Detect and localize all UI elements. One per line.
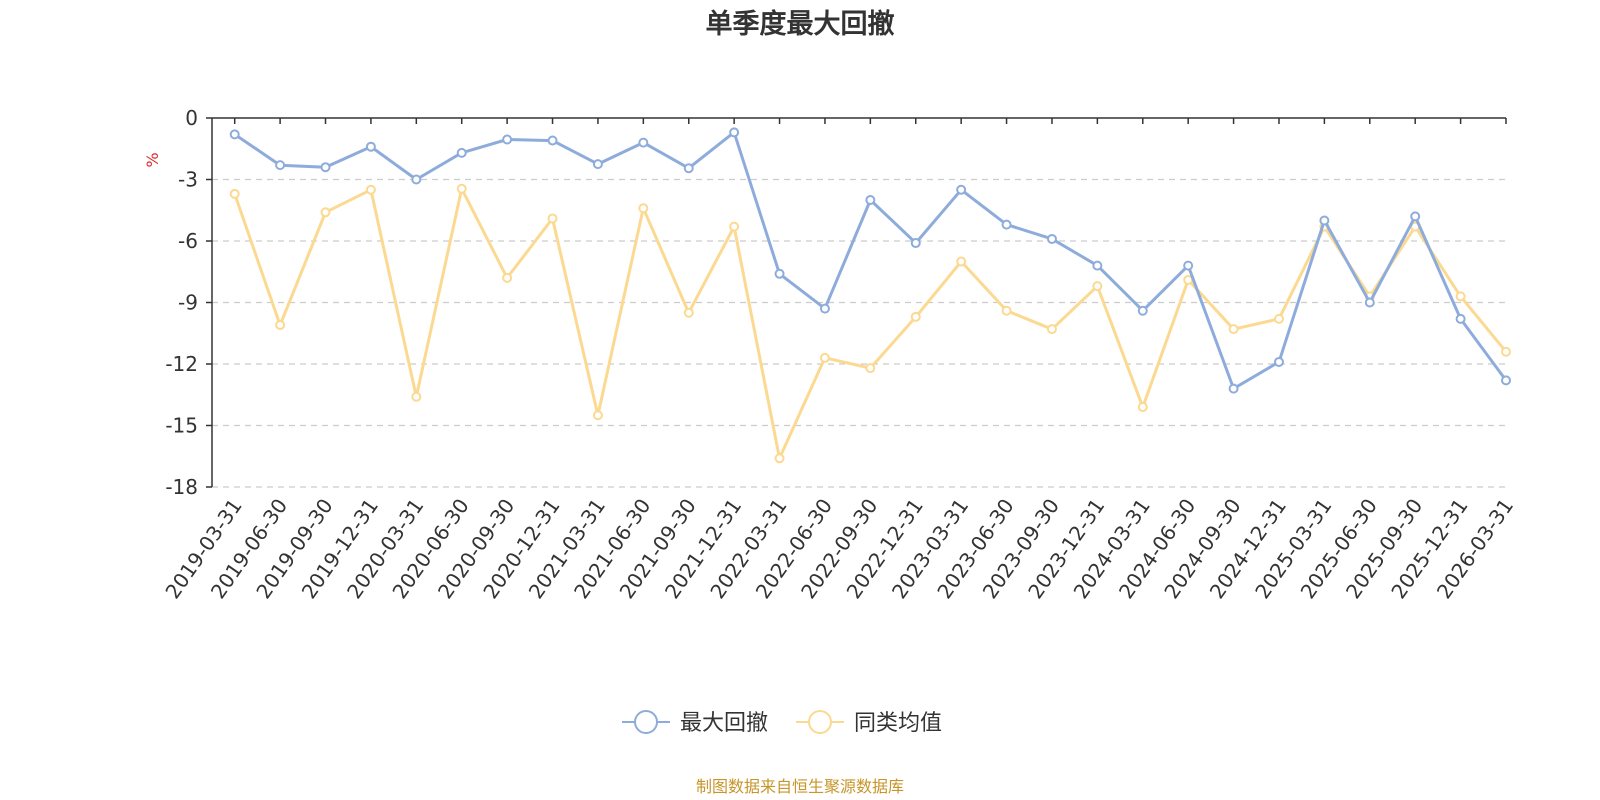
- y-tick-label: -15: [165, 414, 198, 438]
- data-point[interactable]: [865, 363, 876, 374]
- legend-marker-icon: [808, 710, 832, 734]
- data-point[interactable]: [229, 129, 240, 140]
- data-point[interactable]: [638, 137, 649, 148]
- data-point[interactable]: [1092, 260, 1103, 271]
- data-point[interactable]: [1001, 219, 1012, 230]
- data-point[interactable]: [1455, 291, 1466, 302]
- data-point[interactable]: [910, 311, 921, 322]
- data-point[interactable]: [729, 221, 740, 232]
- data-point[interactable]: [320, 162, 331, 173]
- data-point[interactable]: [956, 256, 967, 267]
- data-point[interactable]: [547, 135, 558, 146]
- data-point[interactable]: [638, 203, 649, 214]
- data-point[interactable]: [1183, 260, 1194, 271]
- data-point[interactable]: [774, 453, 785, 464]
- axes: 0-3-6-9-12-15-182019-03-312019-06-302019…: [160, 106, 1518, 603]
- y-tick-label: -6: [178, 229, 198, 253]
- legend-marker-icon: [634, 710, 658, 734]
- data-point[interactable]: [683, 163, 694, 174]
- data-point[interactable]: [774, 268, 785, 279]
- data-point[interactable]: [411, 174, 422, 185]
- y-tick-label: -18: [165, 475, 198, 499]
- legend-item[interactable]: 同类均值: [796, 710, 942, 736]
- data-point[interactable]: [320, 207, 331, 218]
- data-point[interactable]: [1364, 297, 1375, 308]
- data-point[interactable]: [502, 134, 513, 145]
- data-point[interactable]: [1092, 281, 1103, 292]
- data-point[interactable]: [1273, 313, 1284, 324]
- y-tick-label: -9: [178, 291, 198, 315]
- data-point[interactable]: [1137, 305, 1148, 316]
- legend-label: 最大回撤: [680, 711, 768, 736]
- series-group: [229, 127, 1511, 394]
- data-point[interactable]: [729, 127, 740, 138]
- grid-lines: [212, 178, 1506, 488]
- data-point[interactable]: [229, 188, 240, 199]
- data-point[interactable]: [819, 352, 830, 363]
- data-point[interactable]: [502, 272, 513, 283]
- series-group: [229, 183, 1511, 464]
- series-lines: [229, 127, 1511, 464]
- data-point[interactable]: [1410, 211, 1421, 222]
- data-point[interactable]: [1228, 324, 1239, 335]
- data-point[interactable]: [683, 307, 694, 318]
- data-point[interactable]: [592, 159, 603, 170]
- data-point[interactable]: [1046, 233, 1057, 244]
- legend-label: 同类均值: [854, 711, 942, 736]
- data-point[interactable]: [411, 391, 422, 402]
- data-point[interactable]: [1501, 375, 1511, 386]
- data-point[interactable]: [456, 147, 467, 158]
- data-point[interactable]: [1137, 402, 1148, 413]
- y-tick-label: -12: [165, 352, 198, 376]
- chart-title: 单季度最大回撤: [706, 8, 895, 40]
- data-point[interactable]: [1046, 324, 1057, 335]
- data-point[interactable]: [456, 183, 467, 194]
- legend-item[interactable]: 最大回撤: [622, 710, 768, 736]
- data-point[interactable]: [1455, 313, 1466, 324]
- data-point[interactable]: [1228, 383, 1239, 394]
- data-point[interactable]: [819, 303, 830, 314]
- y-axis-unit: %: [143, 152, 162, 167]
- source-note: 制图数据来自恒生聚源数据库: [696, 777, 904, 796]
- data-point[interactable]: [365, 184, 376, 195]
- series-line: [233, 187, 1508, 460]
- data-point[interactable]: [910, 238, 921, 249]
- data-point[interactable]: [956, 184, 967, 195]
- y-tick-label: -3: [178, 168, 198, 192]
- data-point[interactable]: [275, 320, 286, 331]
- data-point[interactable]: [1319, 215, 1330, 226]
- data-point[interactable]: [592, 410, 603, 421]
- legend[interactable]: 最大回撤 同类均值: [622, 710, 942, 736]
- data-point[interactable]: [275, 160, 286, 171]
- y-tick-label: 0: [185, 106, 198, 130]
- data-point[interactable]: [1001, 305, 1012, 316]
- data-point[interactable]: [1501, 346, 1511, 357]
- data-point[interactable]: [1273, 356, 1284, 367]
- data-point[interactable]: [547, 213, 558, 224]
- data-point[interactable]: [365, 141, 376, 152]
- data-point[interactable]: [865, 195, 876, 205]
